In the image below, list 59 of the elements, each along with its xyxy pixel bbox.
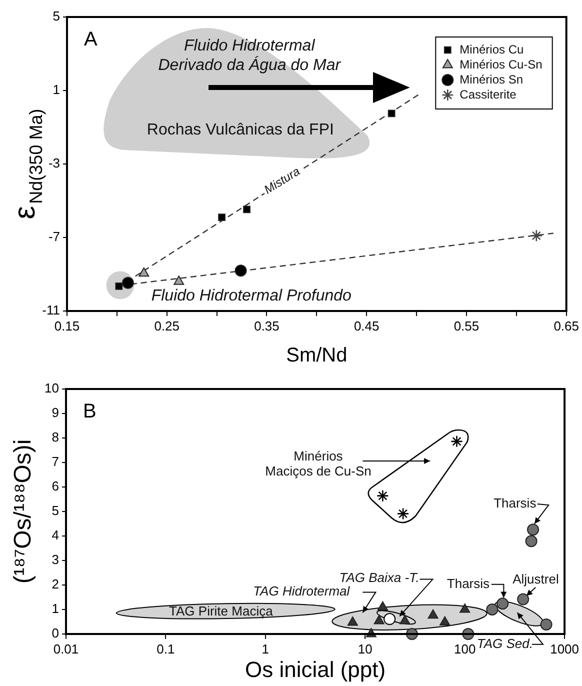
y-tick-label: 6 [52,478,59,494]
text: B [83,400,96,423]
point [234,264,247,277]
point [122,276,134,289]
legend-label: Minérios Cu-Sn [460,57,542,72]
x-axis-title: Os inicial (ppt) [244,656,386,682]
x-tick-label: 1 [262,641,270,656]
annotation: Aljustrel [512,572,559,587]
point [530,230,543,242]
x-tick-label: 0.15 [54,318,80,334]
y-tick-label: -7 [48,229,60,244]
y-tick-label: 5 [52,8,60,24]
x-tick-label: 0.01 [53,641,79,656]
y-tick-label: 0 [52,626,59,641]
annotation: Fluido Hidrotermal [184,37,316,54]
annotation: Maciços de Cu-Sn [265,464,372,479]
x-tick-label: 0.65 [554,318,580,334]
annotation: TAG Pirite Maciça [169,604,274,619]
annotation: Tharsis [494,496,537,511]
annotation: Fluido Hidrotermal Profundo [151,287,352,304]
x-tick-label: 10 [358,641,372,656]
x-tick-label: 0.1 [156,641,175,656]
annotation: Rochas Vulcânicas da FPI [146,121,334,138]
y-tick-label: 1 [52,82,60,98]
point [174,276,184,285]
y-tick-label: 1 [52,601,59,616]
y-tick-label: -3 [48,156,60,171]
y-axis-title: εNd(350 Ma) [8,108,46,220]
point [243,206,250,214]
x-tick-label: 0.35 [254,318,280,334]
x-tick-label: 0.55 [454,318,480,334]
point [388,110,396,118]
text: TAG Sed. [476,636,534,652]
annotation: TAG Hidrotermal [253,584,351,599]
y-tick-label: 3 [52,552,59,568]
y-axis-title: (¹⁸⁷Os/¹⁸⁸Os)i [9,439,36,584]
y-tick-label: 5 [52,503,59,518]
y-tick-label: 4 [52,528,59,543]
annotation: Derivado da Água do Mar [158,56,342,74]
annotation: Tharsis [446,576,490,591]
y-tick-label: 7 [52,454,59,470]
legend-label: Minérios Sn [460,72,524,86]
x-tick-label: 0.25 [154,318,180,334]
y-tick-label: 8 [52,430,59,445]
legend-label: Cassiterite [460,87,517,102]
y-tick-label: 9 [52,405,59,420]
legend-label: Minérios Cu [460,42,524,56]
y-tick-label: 2 [52,576,59,592]
x-tick-label: 0.45 [354,318,380,334]
annotation: TAG Baixa -T. [339,570,420,586]
text: A [84,28,98,51]
y-tick-label: -11 [42,302,60,318]
x-tick-label: 1000 [550,641,579,656]
point [138,267,150,277]
point [218,214,226,221]
y-tick-label: 10 [44,380,59,396]
x-tick-label: 100 [454,641,476,656]
x-axis-title: Sm/Nd [286,344,348,367]
annotation: Minérios [294,448,344,464]
